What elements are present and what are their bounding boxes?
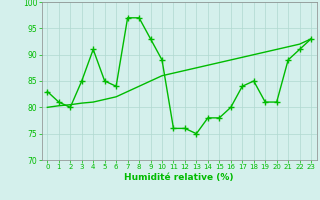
X-axis label: Humidité relative (%): Humidité relative (%): [124, 173, 234, 182]
